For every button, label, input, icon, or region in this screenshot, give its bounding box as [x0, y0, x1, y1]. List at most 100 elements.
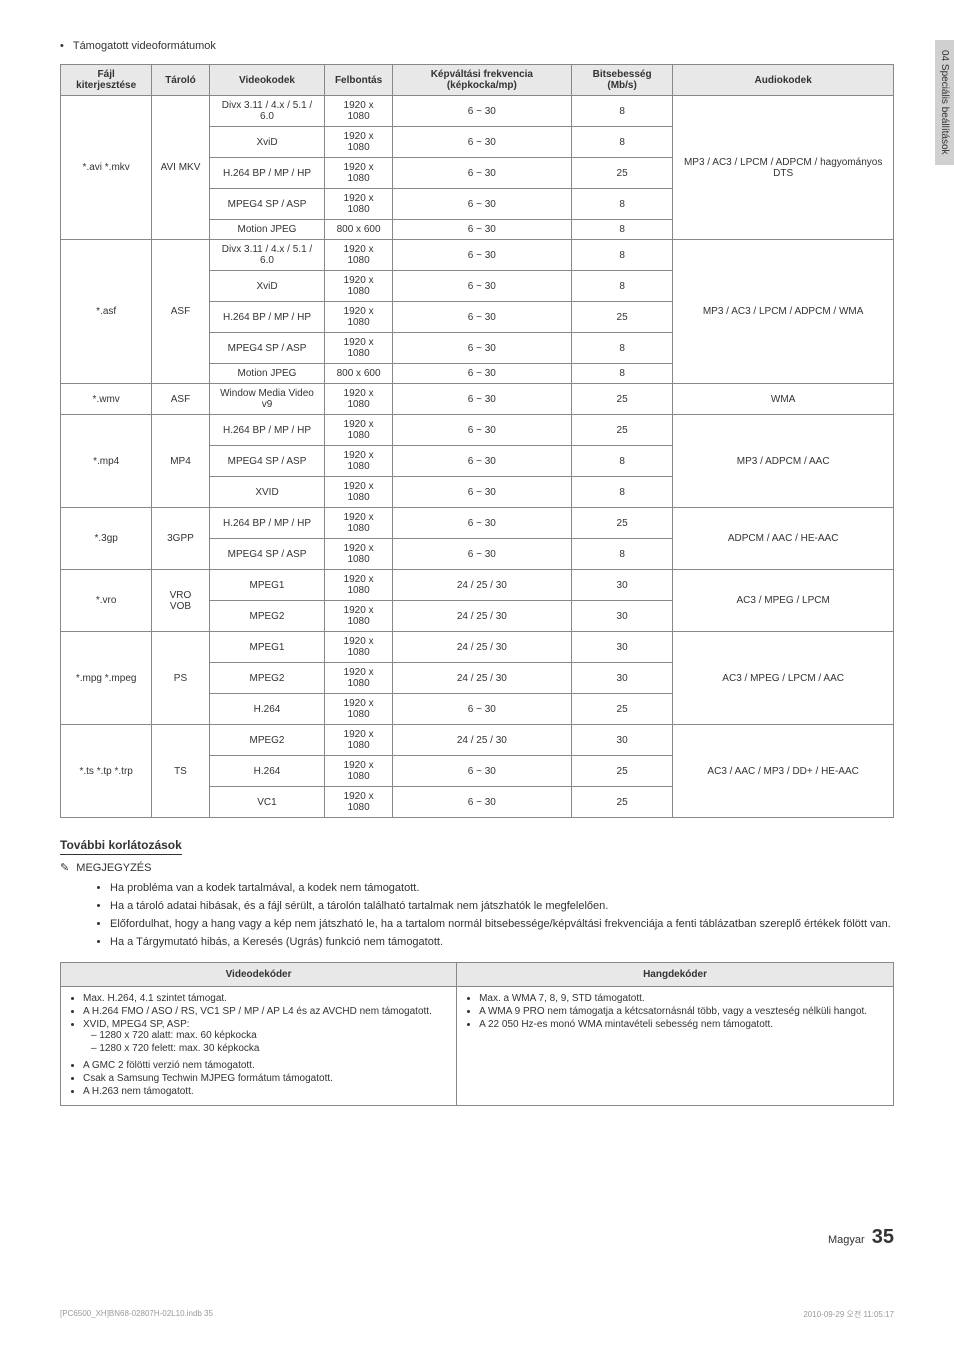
codec-cell: 24 / 25 / 30: [392, 601, 571, 632]
codec-cell: 8: [571, 364, 672, 384]
codec-header-cell: Fájl kiterjesztése: [61, 65, 152, 96]
codec-table: Fájl kiterjesztéseTárolóVideokodekFelbon…: [60, 64, 894, 818]
codec-cell: 30: [571, 601, 672, 632]
codec-cell: 6 ~ 30: [392, 271, 571, 302]
codec-cell: H.264 BP / MP / HP: [209, 508, 325, 539]
codec-cell: 1920 x 1080: [325, 477, 392, 508]
codec-container-cell: PS: [152, 632, 209, 725]
codec-cell: MPEG2: [209, 663, 325, 694]
codec-cell: 8: [571, 477, 672, 508]
codec-row: *.avi *.mkvAVI MKVDivx 3.11 / 4.x / 5.1 …: [61, 96, 894, 127]
codec-row: *.mp4MP4H.264 BP / MP / HP1920 x 10806 ~…: [61, 415, 894, 446]
codec-cell: 1920 x 1080: [325, 787, 392, 818]
codec-ext-cell: *.asf: [61, 240, 152, 384]
codec-cell: 8: [571, 189, 672, 220]
codec-audio-cell: WMA: [673, 384, 894, 415]
decoder-audio-cell: Max. a WMA 7, 8, 9, STD támogatott.A WMA…: [457, 987, 894, 1106]
codec-cell: 6 ~ 30: [392, 477, 571, 508]
codec-header-cell: Felbontás: [325, 65, 392, 96]
codec-cell: MPEG4 SP / ASP: [209, 189, 325, 220]
codec-cell: MPEG2: [209, 725, 325, 756]
decoder-audio-header: Hangdekóder: [457, 963, 894, 987]
restrictions-heading: További korlátozások: [60, 838, 182, 855]
note-label-text: MEGJEGYZÉS: [76, 862, 151, 874]
codec-cell: 25: [571, 384, 672, 415]
codec-cell: 30: [571, 663, 672, 694]
codec-row: *.wmvASFWindow Media Video v91920 x 1080…: [61, 384, 894, 415]
codec-cell: 30: [571, 632, 672, 663]
codec-cell: 1920 x 1080: [325, 384, 392, 415]
codec-cell: 25: [571, 756, 672, 787]
codec-cell: 1920 x 1080: [325, 158, 392, 189]
codec-ext-cell: *.mpg *.mpeg: [61, 632, 152, 725]
codec-cell: H.264: [209, 756, 325, 787]
codec-cell: 1920 x 1080: [325, 240, 392, 271]
codec-cell: Divx 3.11 / 4.x / 5.1 / 6.0: [209, 96, 325, 127]
codec-cell: XviD: [209, 271, 325, 302]
codec-cell: 6 ~ 30: [392, 508, 571, 539]
bullet: •: [60, 40, 64, 52]
codec-cell: 1920 x 1080: [325, 694, 392, 725]
codec-cell: 6 ~ 30: [392, 415, 571, 446]
codec-cell: 30: [571, 725, 672, 756]
codec-cell: 24 / 25 / 30: [392, 725, 571, 756]
note-item: Ha a tároló adatai hibásak, és a fájl sé…: [110, 900, 894, 912]
decoder-video-header: Videodekóder: [61, 963, 457, 987]
codec-audio-cell: MP3 / ADPCM / AAC: [673, 415, 894, 508]
note-item: Előfordulhat, hogy a hang vagy a kép nem…: [110, 918, 894, 930]
codec-cell: 800 x 600: [325, 220, 392, 240]
codec-cell: 8: [571, 127, 672, 158]
codec-cell: 25: [571, 694, 672, 725]
codec-header-cell: Bitsebesség (Mb/s): [571, 65, 672, 96]
decoder-video-subitem: – 1280 x 720 felett: max. 30 képkocka: [91, 1043, 448, 1054]
codec-cell: 8: [571, 96, 672, 127]
codec-cell: MPEG4 SP / ASP: [209, 333, 325, 364]
codec-cell: 24 / 25 / 30: [392, 632, 571, 663]
codec-ext-cell: *.ts *.tp *.trp: [61, 725, 152, 818]
codec-cell: MPEG2: [209, 601, 325, 632]
codec-container-cell: ASF: [152, 240, 209, 384]
codec-cell: 30: [571, 570, 672, 601]
codec-ext-cell: *.mp4: [61, 415, 152, 508]
page-footer: Magyar 35: [60, 1226, 894, 1249]
codec-cell: 6 ~ 30: [392, 220, 571, 240]
codec-cell: 6 ~ 30: [392, 127, 571, 158]
codec-cell: XviD: [209, 127, 325, 158]
codec-cell: 800 x 600: [325, 364, 392, 384]
codec-cell: MPEG4 SP / ASP: [209, 446, 325, 477]
note-item: Ha probléma van a kodek tartalmával, a k…: [110, 882, 894, 894]
codec-cell: 8: [571, 220, 672, 240]
codec-header-cell: Képváltási frekvencia (képkocka/mp): [392, 65, 571, 96]
codec-cell: 6 ~ 30: [392, 694, 571, 725]
print-footer-right: 2010-09-29 오전 11:05:17: [803, 1309, 894, 1320]
decoder-audio-item: A WMA 9 PRO nem támogatja a kétcsatornás…: [479, 1006, 885, 1017]
codec-cell: 24 / 25 / 30: [392, 570, 571, 601]
footer-language: Magyar: [828, 1234, 865, 1246]
decoder-video-item: A H.264 FMO / ASO / RS, VC1 SP / MP / AP…: [83, 1006, 448, 1017]
codec-cell: 1920 x 1080: [325, 601, 392, 632]
codec-audio-cell: AC3 / MPEG / LPCM: [673, 570, 894, 632]
codec-cell: H.264: [209, 694, 325, 725]
decoder-table: Videodekóder Hangdekóder Max. H.264, 4.1…: [60, 962, 894, 1106]
codec-cell: 8: [571, 539, 672, 570]
codec-cell: 25: [571, 787, 672, 818]
codec-cell: 6 ~ 30: [392, 96, 571, 127]
codec-cell: 8: [571, 446, 672, 477]
codec-audio-cell: MP3 / AC3 / LPCM / ADPCM / hagyományos D…: [673, 96, 894, 240]
codec-cell: 1920 x 1080: [325, 333, 392, 364]
codec-cell: 1920 x 1080: [325, 539, 392, 570]
codec-cell: 1920 x 1080: [325, 96, 392, 127]
codec-cell: MPEG1: [209, 632, 325, 663]
decoder-video-item: Csak a Samsung Techwin MJPEG formátum tá…: [83, 1073, 448, 1084]
codec-cell: 8: [571, 240, 672, 271]
codec-ext-cell: *.vro: [61, 570, 152, 632]
codec-container-cell: MP4: [152, 415, 209, 508]
codec-container-cell: ASF: [152, 384, 209, 415]
codec-cell: 25: [571, 158, 672, 189]
decoder-video-item: A H.263 nem támogatott.: [83, 1086, 448, 1097]
codec-cell: 25: [571, 302, 672, 333]
codec-cell: 6 ~ 30: [392, 189, 571, 220]
codec-header-cell: Videokodek: [209, 65, 325, 96]
codec-cell: 25: [571, 415, 672, 446]
codec-audio-cell: AC3 / AAC / MP3 / DD+ / HE-AAC: [673, 725, 894, 818]
